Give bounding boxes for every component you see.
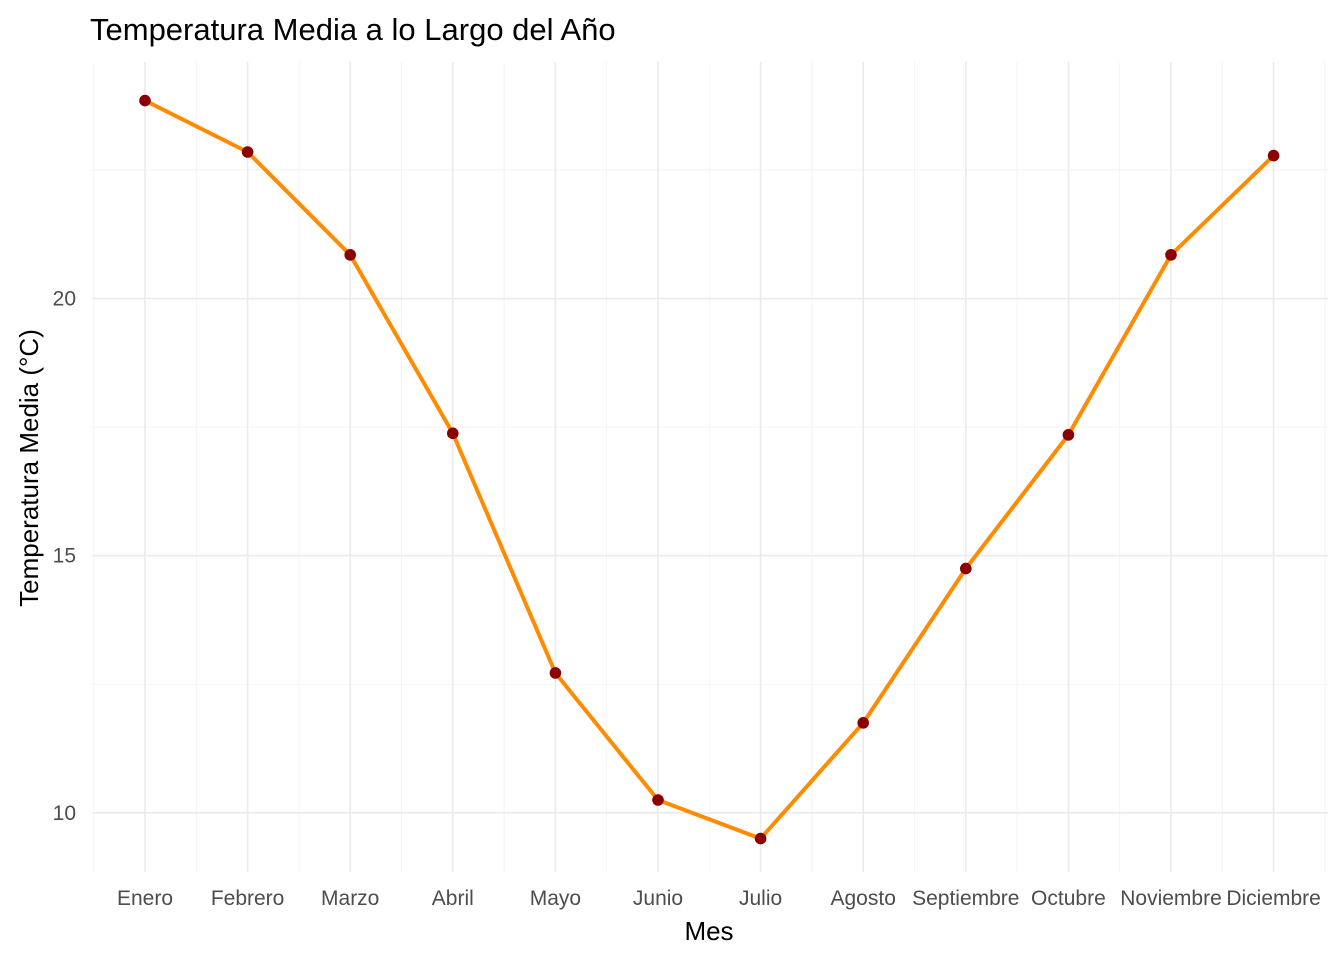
x-tick-label: Enero (117, 887, 173, 910)
series-line-layer (144, 98, 1275, 841)
data-point (754, 832, 767, 845)
data-point (1062, 429, 1075, 441)
data-point (241, 146, 254, 158)
x-tick-label: Noviembre (1120, 887, 1222, 910)
x-tick-label: Marzo (321, 887, 379, 910)
x-tick-label: Junio (633, 887, 683, 910)
y-axis-title: Temperatura Media (°C) (14, 329, 44, 607)
data-point (139, 94, 151, 107)
x-tick-label: Febrero (211, 887, 285, 910)
data-point (1165, 249, 1177, 261)
series-line (144, 98, 1275, 841)
data-point (549, 667, 562, 679)
data-point (857, 717, 869, 729)
x-tick-label: Abril (432, 887, 474, 910)
x-tick-label: Octubre (1031, 887, 1106, 910)
x-tick-label: Septiembre (912, 887, 1019, 910)
data-points (139, 94, 1280, 845)
x-axis-title: Mes (684, 916, 733, 946)
x-tick-label: Mayo (530, 887, 581, 910)
data-point (1267, 149, 1280, 162)
y-axis-ticks: 10 15 20 (53, 288, 76, 825)
x-tick-label: Julio (739, 887, 782, 910)
grid (92, 62, 1328, 872)
x-tick-label: Diciembre (1226, 887, 1321, 910)
y-tick-label: 20 (53, 288, 76, 311)
data-point (447, 427, 459, 440)
chart-title: Temperatura Media a lo Largo del Año (90, 12, 616, 47)
y-tick-label: 10 (53, 802, 76, 825)
y-tick-label: 15 (53, 545, 76, 568)
data-point (652, 794, 664, 806)
x-axis-ticks: Enero Febrero Marzo Abril Mayo Junio Julio Agos… (117, 887, 1321, 910)
data-point (344, 249, 357, 261)
data-point (960, 562, 972, 575)
x-tick-label: Agosto (831, 887, 896, 910)
